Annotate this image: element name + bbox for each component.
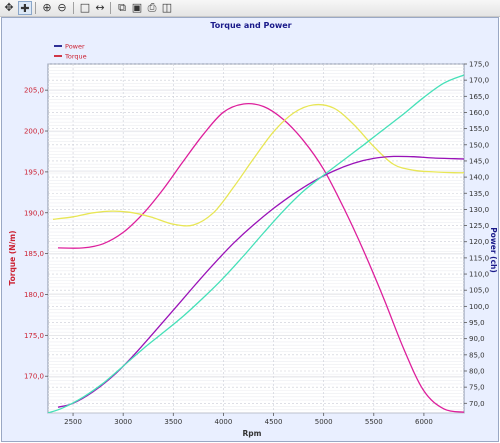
x-tick-label: 4500	[265, 418, 283, 426]
right-tick-label: 175,0	[469, 61, 489, 69]
right-tick-label: 100,0	[469, 303, 489, 311]
move-icon[interactable]: ✚	[18, 1, 32, 15]
right-tick-label: 70,0	[469, 400, 485, 408]
x-tick-label: 4000	[215, 418, 233, 426]
legend-label: Torque	[64, 53, 87, 61]
left-tick-label: 185,0	[24, 250, 44, 258]
right-tick-label: 115,0	[469, 254, 489, 262]
right-tick-label: 120,0	[469, 238, 489, 246]
zoom-out-icon[interactable]: ⊖	[57, 1, 67, 14]
left-tick-label: 190,0	[24, 209, 44, 217]
right-tick-label: 75,0	[469, 384, 485, 392]
left-tick-label: 205,0	[24, 87, 44, 95]
x-tick-label: 6000	[415, 418, 433, 426]
right-axis-label: Power (ch)	[489, 227, 498, 273]
left-axis-label: Torque (N/m)	[8, 230, 17, 285]
toolbar-separator	[35, 2, 36, 14]
right-tick-label: 125,0	[469, 222, 489, 230]
series-line-4	[48, 74, 464, 413]
right-tick-label: 85,0	[469, 351, 485, 359]
right-tick-label: 160,0	[469, 109, 489, 117]
x-tick-label: 2500	[64, 418, 82, 426]
grid	[48, 63, 464, 414]
select-box-icon[interactable]: □	[79, 1, 91, 14]
print-icon[interactable]: ⎙	[147, 1, 157, 14]
left-tick-label: 200,0	[24, 128, 44, 136]
toolbar-separator	[110, 2, 111, 14]
right-tick-label: 155,0	[469, 125, 489, 133]
x-tick-label: 5500	[365, 418, 383, 426]
chart-toolbar: ✥ ✚ ⊕ ⊖ □ ↔ ⧉ ▣ ⎙ ◫	[0, 0, 500, 17]
x-tick-label: 3000	[114, 418, 132, 426]
right-tick-label: 165,0	[469, 93, 489, 101]
left-tick-label: 195,0	[24, 168, 44, 176]
save-icon[interactable]: ▣	[131, 1, 143, 14]
right-tick-label: 150,0	[469, 141, 489, 149]
chart-svg: Torque and Power Rpm Torque (N/m) Power …	[8, 21, 498, 438]
chart-title: Torque and Power	[210, 21, 291, 30]
right-tick-label: 105,0	[469, 287, 489, 295]
right-tick-label: 110,0	[469, 271, 489, 279]
right-tick-label: 80,0	[469, 367, 485, 375]
series-line-2	[52, 103, 464, 227]
legend-label: Power	[65, 43, 85, 51]
zoom-in-icon[interactable]: ⊕	[42, 1, 52, 14]
right-tick-label: 170,0	[469, 77, 489, 85]
right-tick-label: 140,0	[469, 174, 489, 182]
pan-icon[interactable]: ✥	[4, 1, 14, 14]
right-tick-label: 90,0	[469, 335, 485, 343]
cursor-icon[interactable]: ↔	[95, 1, 105, 14]
left-tick-label: 170,0	[24, 373, 44, 381]
export-icon[interactable]: ◫	[161, 1, 173, 14]
right-tick-label: 130,0	[469, 206, 489, 214]
x-tick-label: 5000	[315, 418, 333, 426]
x-axis-label: Rpm	[243, 429, 262, 438]
right-tick-label: 145,0	[469, 157, 489, 165]
series-torque-line	[57, 102, 464, 413]
right-tick-label: 95,0	[469, 319, 485, 327]
copy-icon[interactable]: ⧉	[118, 1, 126, 14]
x-tick-label: 3500	[164, 418, 182, 426]
left-tick-label: 175,0	[24, 332, 44, 340]
left-tick-label: 180,0	[24, 291, 44, 299]
toolbar-separator	[73, 2, 74, 14]
right-tick-label: 135,0	[469, 190, 489, 198]
chart-frame: Torque and Power Rpm Torque (N/m) Power …	[1, 17, 499, 442]
